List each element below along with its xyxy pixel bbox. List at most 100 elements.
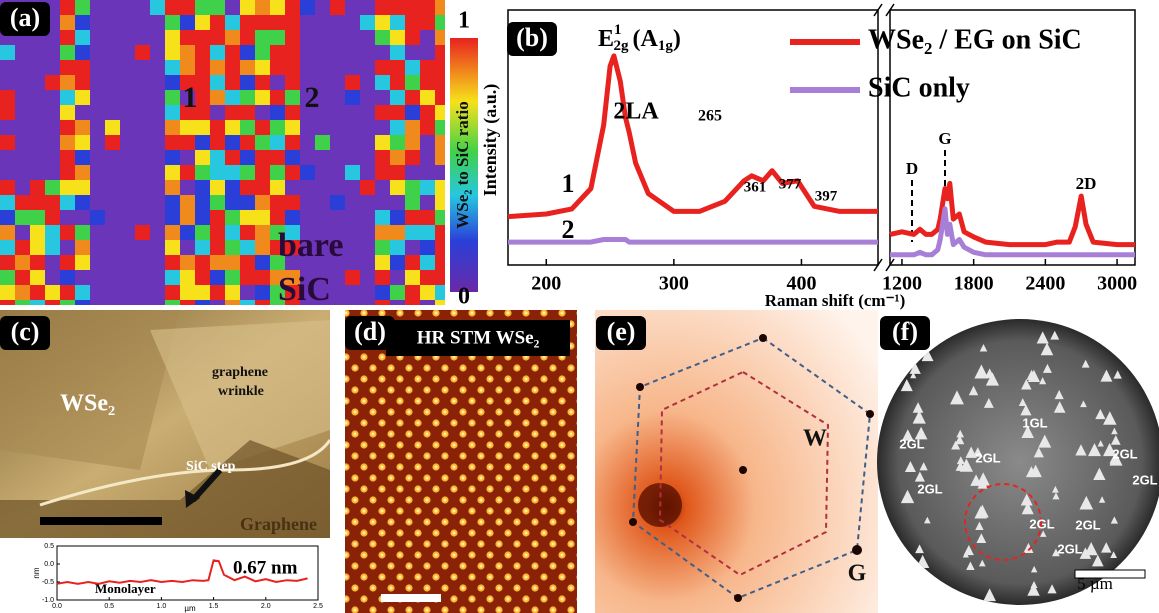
map-cell xyxy=(435,150,450,165)
scale-bar xyxy=(40,517,162,525)
map-cell xyxy=(165,150,180,165)
map-cell xyxy=(15,165,30,180)
map-cell xyxy=(165,30,180,45)
panel-label: (e) xyxy=(607,317,636,346)
map-cell xyxy=(120,240,135,255)
map-cell xyxy=(285,30,300,45)
map-cell xyxy=(90,0,105,15)
map-cell xyxy=(135,210,150,225)
map-cell xyxy=(90,150,105,165)
map-cell xyxy=(60,165,75,180)
map-cell xyxy=(360,75,375,90)
map-cell xyxy=(435,240,450,255)
map-cell xyxy=(255,210,270,225)
map-cell xyxy=(225,285,240,300)
map-cell xyxy=(75,45,90,60)
map-cell xyxy=(360,270,375,285)
map-cell xyxy=(0,90,15,105)
map-cell xyxy=(150,225,165,240)
map-cell xyxy=(285,180,300,195)
map-cell xyxy=(90,15,105,30)
map-cell xyxy=(405,135,420,150)
map-cell xyxy=(300,180,315,195)
map-cell xyxy=(210,165,225,180)
map-cell xyxy=(405,270,420,285)
peak-label-part: 1g xyxy=(658,38,674,54)
map-cell xyxy=(60,135,75,150)
map-cell xyxy=(45,210,60,225)
map-cell xyxy=(105,105,120,120)
map-cell xyxy=(90,105,105,120)
map-cell xyxy=(315,30,330,45)
map-cell xyxy=(225,195,240,210)
map-cell xyxy=(90,75,105,90)
map-cell xyxy=(105,195,120,210)
map-cell xyxy=(0,270,15,285)
map-cell xyxy=(270,150,285,165)
colorbar-min: 0 xyxy=(458,284,470,310)
map-cell xyxy=(105,165,120,180)
map-cell xyxy=(150,255,165,270)
map-cell xyxy=(225,75,240,90)
peak-label-part: 2g xyxy=(614,38,630,54)
map-cell xyxy=(420,225,435,240)
map-cell xyxy=(315,0,330,15)
map-cell xyxy=(105,0,120,15)
map-cell xyxy=(45,120,60,135)
map-cell xyxy=(390,270,405,285)
afm-label: SiC step xyxy=(186,459,236,474)
map-cell xyxy=(105,255,120,270)
map-cell xyxy=(165,270,180,285)
map-cell xyxy=(75,75,90,90)
map-cell xyxy=(360,45,375,60)
map-cell xyxy=(135,75,150,90)
map-cell xyxy=(330,90,345,105)
step-height: 0.67 nm xyxy=(233,557,298,578)
map-cell xyxy=(15,210,30,225)
map-cell xyxy=(30,105,45,120)
map-cell xyxy=(0,195,15,210)
map-cell xyxy=(135,120,150,135)
map-cell xyxy=(375,285,390,300)
map-cell xyxy=(45,105,60,120)
map-cell xyxy=(105,240,120,255)
map-cell xyxy=(240,240,255,255)
map-cell xyxy=(390,165,405,180)
map-cell xyxy=(375,180,390,195)
map-cell xyxy=(195,255,210,270)
map-cell xyxy=(90,270,105,285)
map-cell xyxy=(105,30,120,45)
map-cell xyxy=(165,15,180,30)
map-cell xyxy=(315,120,330,135)
map-cell xyxy=(360,285,375,300)
map-cell xyxy=(210,0,225,15)
map-cell xyxy=(270,195,285,210)
map-cell xyxy=(285,120,300,135)
map-cell xyxy=(120,225,135,240)
map-cell xyxy=(255,15,270,30)
map-cell xyxy=(225,165,240,180)
region-label: 1 xyxy=(183,81,198,114)
map-cell xyxy=(165,60,180,75)
map-cell xyxy=(270,180,285,195)
map-cell xyxy=(240,45,255,60)
map-cell xyxy=(285,90,300,105)
x-tick-label: 300 xyxy=(659,273,689,295)
map-cell xyxy=(255,45,270,60)
map-cell xyxy=(195,60,210,75)
map-cell xyxy=(390,30,405,45)
map-cell xyxy=(435,135,450,150)
map-cell xyxy=(120,210,135,225)
map-cell xyxy=(420,90,435,105)
map-cell xyxy=(15,180,30,195)
peak-label-part: E xyxy=(598,26,614,52)
map-cell xyxy=(15,75,30,90)
map-cell xyxy=(375,225,390,240)
map-cell xyxy=(240,210,255,225)
map-cell xyxy=(105,45,120,60)
map-cell xyxy=(285,150,300,165)
peak-annotation: 361 xyxy=(744,179,767,195)
map-cell xyxy=(0,240,15,255)
map-cell xyxy=(150,30,165,45)
map-cell xyxy=(180,0,195,15)
